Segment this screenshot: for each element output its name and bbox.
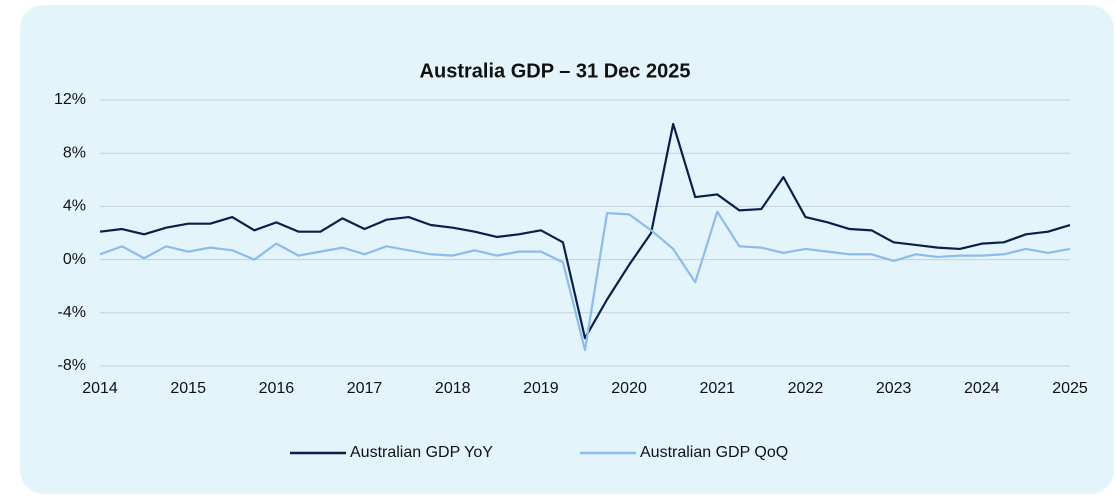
x-tick-label: 2024 — [964, 380, 1000, 397]
x-tick-label: 2020 — [611, 380, 647, 397]
legend-label: Australian GDP QoQ — [640, 444, 788, 461]
y-tick-label: 0% — [63, 251, 86, 268]
x-tick-label: 2021 — [699, 380, 735, 397]
x-tick-label: 2022 — [788, 380, 824, 397]
panel — [20, 5, 1114, 494]
x-tick-label: 2018 — [435, 380, 471, 397]
x-tick-label: 2015 — [170, 380, 206, 397]
y-tick-label: 8% — [63, 144, 86, 161]
chart-title: Australia GDP – 31 Dec 2025 — [420, 60, 691, 82]
y-tick-label: -8% — [58, 357, 86, 374]
legend-label: Australian GDP YoY — [350, 444, 493, 461]
y-tick-label: 12% — [54, 91, 86, 108]
x-tick-label: 2017 — [347, 380, 383, 397]
x-tick-label: 2025 — [1052, 380, 1088, 397]
x-tick-label: 2023 — [876, 380, 912, 397]
series-line — [99, 122, 1071, 340]
x-tick-label: 2019 — [523, 380, 559, 397]
y-tick-label: -4% — [58, 304, 86, 321]
x-tick-label: 2016 — [259, 380, 295, 397]
series-line — [99, 210, 1071, 352]
y-tick-label: 4% — [63, 198, 86, 215]
x-tick-label: 2014 — [82, 380, 118, 397]
